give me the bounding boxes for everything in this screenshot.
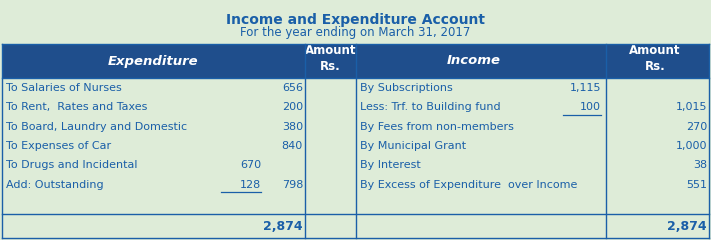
Text: 200: 200 xyxy=(282,102,303,112)
Text: For the year ending on March 31, 2017: For the year ending on March 31, 2017 xyxy=(240,26,471,39)
Text: By Fees from non-members: By Fees from non-members xyxy=(360,122,514,132)
Text: 1,015: 1,015 xyxy=(675,102,707,112)
Text: 38: 38 xyxy=(693,160,707,170)
Text: Income and Expenditure Account: Income and Expenditure Account xyxy=(226,13,485,27)
Text: By Municipal Grant: By Municipal Grant xyxy=(360,141,466,151)
Text: To Board, Laundry and Domestic: To Board, Laundry and Domestic xyxy=(6,122,187,132)
Text: 128: 128 xyxy=(240,180,261,190)
Text: By Excess of Expenditure  over Income: By Excess of Expenditure over Income xyxy=(360,180,577,190)
Text: Amount
Rs.: Amount Rs. xyxy=(629,44,680,73)
Text: 270: 270 xyxy=(685,122,707,132)
Text: 380: 380 xyxy=(282,122,303,132)
Text: 2,874: 2,874 xyxy=(668,220,707,233)
Text: By Subscriptions: By Subscriptions xyxy=(360,83,453,93)
Text: Less: Trf. to Building fund: Less: Trf. to Building fund xyxy=(360,102,501,112)
Text: To Expenses of Car: To Expenses of Car xyxy=(6,141,111,151)
Text: To Rent,  Rates and Taxes: To Rent, Rates and Taxes xyxy=(6,102,147,112)
Text: 1,000: 1,000 xyxy=(675,141,707,151)
Bar xyxy=(2,44,709,78)
Text: 840: 840 xyxy=(282,141,303,151)
Text: By Interest: By Interest xyxy=(360,160,421,170)
Text: Income: Income xyxy=(447,54,501,67)
Text: 656: 656 xyxy=(282,83,303,93)
Text: 670: 670 xyxy=(240,160,261,170)
Text: Add: Outstanding: Add: Outstanding xyxy=(6,180,104,190)
Text: Expenditure: Expenditure xyxy=(108,54,199,67)
Text: To Drugs and Incidental: To Drugs and Incidental xyxy=(6,160,137,170)
Text: 1,115: 1,115 xyxy=(570,83,601,93)
Text: To Salaries of Nurses: To Salaries of Nurses xyxy=(6,83,122,93)
Text: 798: 798 xyxy=(282,180,303,190)
Text: 100: 100 xyxy=(580,102,601,112)
Text: Amount
Rs.: Amount Rs. xyxy=(305,44,356,73)
Text: 551: 551 xyxy=(686,180,707,190)
Text: 2,874: 2,874 xyxy=(263,220,303,233)
